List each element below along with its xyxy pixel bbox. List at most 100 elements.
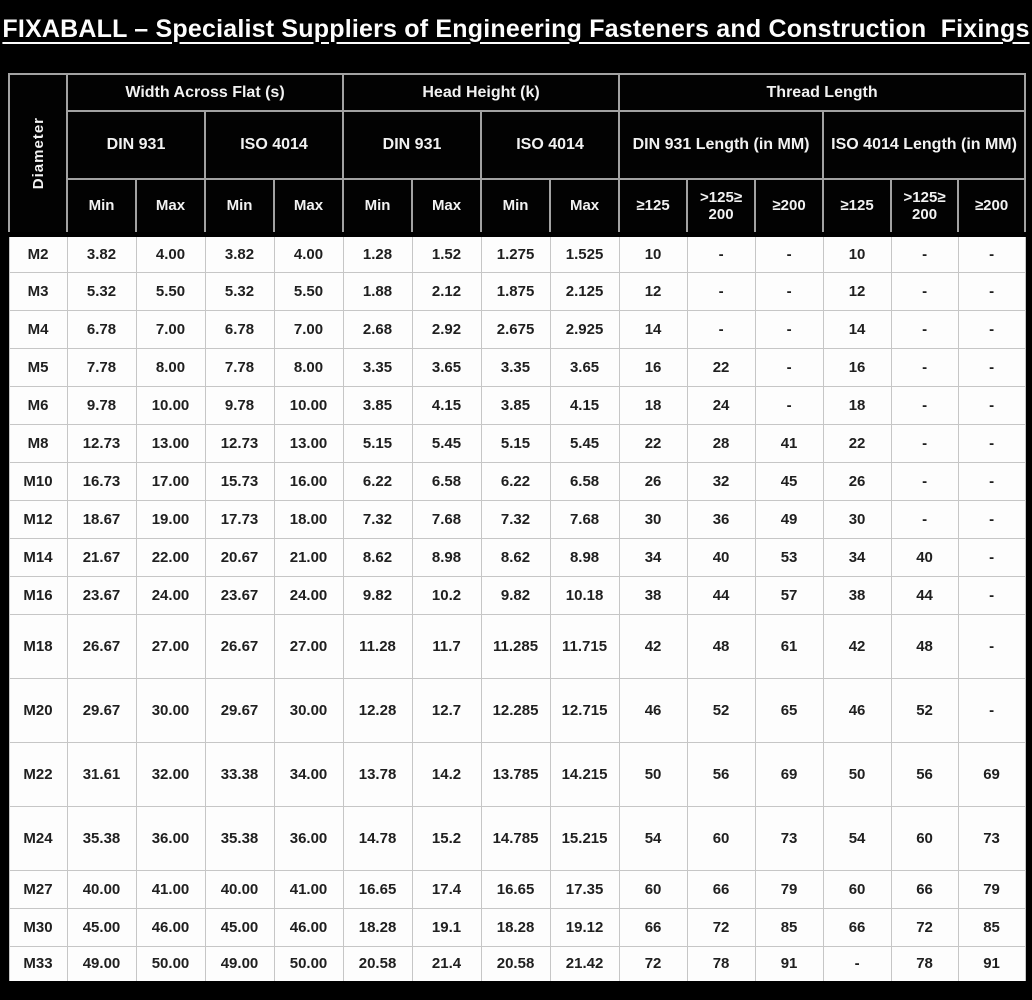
- spec-cell: 65: [754, 677, 824, 743]
- standard-header-din931-length: DIN 931 Length (in MM): [618, 110, 825, 180]
- standard-header-row: DIN 931 ISO 4014 DIN 931 ISO 4014 DIN 93…: [9, 110, 1027, 180]
- spec-cell: 85: [754, 907, 824, 947]
- group-header-width-across-flat: Width Across Flat (s): [65, 73, 345, 112]
- spec-cell: 36.00: [135, 805, 206, 871]
- spec-cell: 72: [618, 945, 688, 987]
- spec-cell: 35.38: [204, 805, 275, 871]
- spec-cell: -: [957, 499, 1026, 539]
- spec-cell: 8.98: [411, 537, 482, 577]
- spec-cell: -: [822, 945, 892, 987]
- spec-cell: 26: [618, 461, 688, 501]
- spec-cell: 48: [686, 613, 756, 679]
- spec-cell: 10: [822, 231, 892, 273]
- spec-cell: 27.00: [135, 613, 206, 679]
- spec-cell: 38: [618, 575, 688, 615]
- spec-cell: 2.68: [342, 309, 413, 349]
- table-row: M30 45.00 46.00 45.00 46.00 18.28 19.1 18.28 19.…: [8, 907, 1026, 947]
- spec-cell: 18.67: [66, 499, 137, 539]
- standard-header-din931-head: DIN 931: [342, 110, 483, 180]
- standard-header-iso4014-length: ISO 4014 Length (in MM): [822, 110, 1027, 180]
- spec-cell: 14: [822, 309, 892, 349]
- spec-cell: 1.52: [411, 231, 482, 273]
- spec-cell: 10.18: [549, 575, 620, 615]
- table-row: M5 7.78 8.00 7.78 8.00 3.35 3.65 3.35 3.65 16 22-1…: [8, 347, 1026, 387]
- spec-cell: 16.65: [342, 869, 413, 909]
- spec-cell: 40: [686, 537, 756, 577]
- spec-cell: 17.00: [135, 461, 206, 501]
- spec-cell: 6.58: [411, 461, 482, 501]
- subheader-gt125-ge200: >125≥ 200: [686, 178, 757, 235]
- spec-cell: 5.15: [480, 423, 551, 463]
- spec-cell: 46.00: [273, 907, 344, 947]
- spec-cell: 2.925: [549, 309, 620, 349]
- spec-cell: 41: [754, 423, 824, 463]
- spec-cell: -: [957, 461, 1026, 501]
- spec-cell: 72: [686, 907, 756, 947]
- spec-cell: 12: [618, 271, 688, 311]
- spec-cell: 33.38: [204, 741, 275, 807]
- spec-cell: 34: [822, 537, 892, 577]
- spec-cell: 1.88: [342, 271, 413, 311]
- spec-cell: 44: [890, 575, 959, 615]
- spec-cell: 11.285: [480, 613, 551, 679]
- subheader-max: Max: [135, 178, 206, 235]
- spec-cell: 9.82: [480, 575, 551, 615]
- spec-cell: 9.82: [342, 575, 413, 615]
- spec-cell: 3.85: [480, 385, 551, 425]
- spec-cell: 5.45: [411, 423, 482, 463]
- spec-cell: -: [957, 271, 1026, 311]
- spec-cell: -: [890, 385, 959, 425]
- spec-cell: 5.32: [204, 271, 275, 311]
- spec-cell: 17.4: [411, 869, 482, 909]
- spec-cell: 35.38: [66, 805, 137, 871]
- spec-cell: 18.28: [480, 907, 551, 947]
- spec-cell: 16.00: [273, 461, 344, 501]
- row-diameter-label: M6: [8, 385, 68, 425]
- spec-cell: 49.00: [204, 945, 275, 987]
- spec-cell: 2.125: [549, 271, 620, 311]
- spec-cell: 27.00: [273, 613, 344, 679]
- standard-header-iso4014-waf: ISO 4014: [203, 110, 345, 180]
- spec-cell: 26.67: [66, 613, 137, 679]
- spec-cell: 21.67: [66, 537, 137, 577]
- subheader-ge200: ≥200: [957, 178, 1027, 235]
- table-row: M4 6.78 7.00 6.78 7.00 2.68 2.92 2.675 2.925 14- -…: [8, 309, 1026, 349]
- spec-cell: 13.78: [342, 741, 413, 807]
- diameter-column-header: Diameter: [8, 73, 68, 235]
- spec-cell: 12.28: [342, 677, 413, 743]
- spec-cell: 12.73: [66, 423, 137, 463]
- spec-cell: -: [957, 231, 1026, 273]
- spec-cell: 32.00: [135, 741, 206, 807]
- spec-cell: 3.35: [342, 347, 413, 387]
- row-diameter-label: M14: [8, 537, 68, 577]
- spec-cell: 7.00: [135, 309, 206, 349]
- spec-cell: 26.67: [204, 613, 275, 679]
- spec-cell: 6.22: [480, 461, 551, 501]
- spec-cell: 7.68: [411, 499, 482, 539]
- row-diameter-label: M24: [8, 805, 68, 871]
- spec-cell: 50: [822, 741, 892, 807]
- spec-cell: 69: [754, 741, 824, 807]
- spec-cell: 52: [890, 677, 959, 743]
- spec-cell: 60: [686, 805, 756, 871]
- spec-cell: 22: [618, 423, 688, 463]
- spec-cell: 56: [890, 741, 959, 807]
- spec-cell: -: [957, 309, 1026, 349]
- spec-cell: -: [754, 271, 824, 311]
- spec-cell: -: [957, 613, 1026, 679]
- spec-cell: 17.35: [549, 869, 620, 909]
- subheader-row: Min Max Min Max Min Max Min Max ≥125 >12…: [9, 178, 1027, 235]
- spec-cell: 12: [822, 271, 892, 311]
- table-row: M33 49.00 50.00 49.00 50.00 20.58 21.4 20.58 21.…: [8, 945, 1026, 987]
- spec-cell: 6.78: [204, 309, 275, 349]
- spec-cell: -: [890, 231, 959, 273]
- spec-cell: 3.82: [204, 231, 275, 273]
- spec-cell: 60: [822, 869, 892, 909]
- row-diameter-label: M12: [8, 499, 68, 539]
- spec-cell: 14: [618, 309, 688, 349]
- group-header-row: Diameter Width Across Flat (s) Head Heig…: [8, 73, 1027, 235]
- spec-cell: -: [686, 309, 756, 349]
- spec-cell: 21.4: [411, 945, 482, 987]
- spec-cell: 66: [618, 907, 688, 947]
- spec-cell: 5.50: [273, 271, 344, 311]
